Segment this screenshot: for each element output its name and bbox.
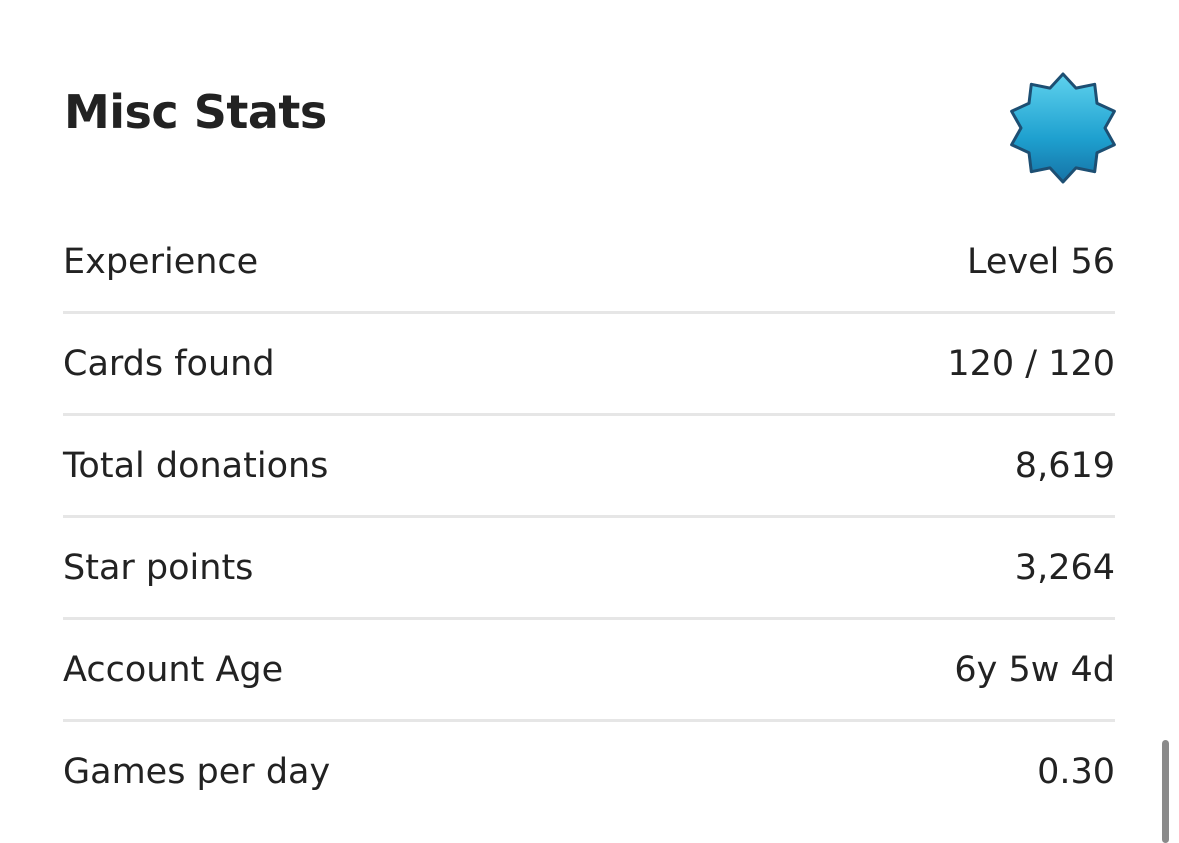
title: Misc Stats (64, 85, 327, 139)
stat-row: Cards found 120 / 120 (63, 314, 1115, 416)
badge-icon (1010, 72, 1116, 184)
stat-label: Cards found (63, 343, 275, 384)
stat-row: Experience Level 56 (63, 212, 1115, 314)
stat-value: 120 / 120 (947, 343, 1115, 384)
stat-label: Account Age (63, 649, 284, 690)
stat-label: Total donations (63, 445, 329, 486)
stat-row: Games per day 0.30 (63, 722, 1115, 821)
stat-value: 0.30 (1037, 751, 1115, 792)
stat-label: Experience (63, 241, 259, 282)
stats-list: Experience Level 56 Cards found 120 / 120 To… (63, 212, 1115, 821)
stat-row: Account Age 6y 5w 4d (63, 620, 1115, 722)
stat-row: Star points 3,264 (63, 518, 1115, 620)
stat-row: Total donations 8,619 (63, 416, 1115, 518)
stat-value: Level 56 (966, 241, 1115, 282)
scrollbar[interactable] (1162, 740, 1169, 843)
stat-value: 8,619 (1014, 445, 1115, 486)
stat-label: Games per day (63, 751, 331, 792)
stat-label: Star points (63, 547, 254, 588)
stat-value: 3,264 (1014, 547, 1115, 588)
stat-value: 6y 5w 4d (954, 649, 1115, 690)
badge-star (1010, 72, 1116, 184)
